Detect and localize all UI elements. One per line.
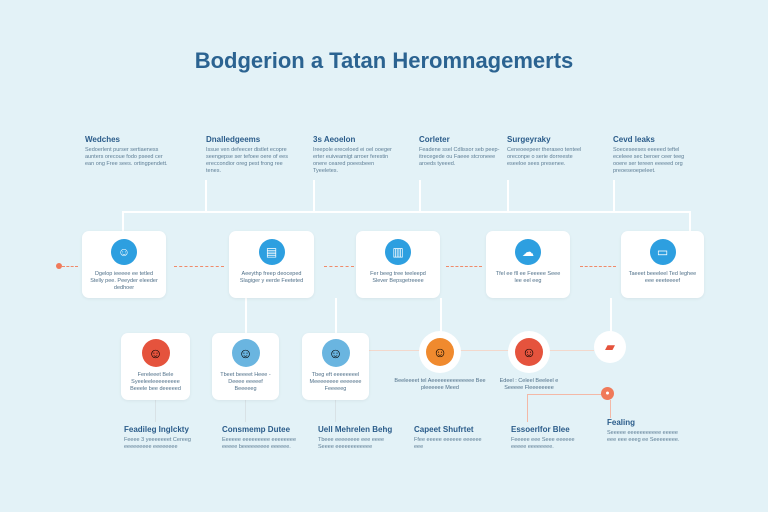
top-heading: 3s Aeoelon [313, 135, 356, 144]
top-text: Soeceseeses eeeeed teftel eceleee sec be… [613, 147, 685, 174]
avatar-ring: ☺ [508, 331, 550, 373]
top-text: Issue ven defeecer distlet ecopre seenge… [206, 147, 288, 174]
person-card[interactable]: ☺ Tbeet beeeet Heee - Deeee eeeeef Beeeee… [212, 333, 279, 400]
bottom-text: Eeeeee eeeeeeeee eeeeeeee eeeee beeeeeee… [222, 437, 297, 450]
avatar: ☺ [141, 339, 170, 367]
step-text: Dgelop ieeeee ee tetled Stelly pee. Peey… [90, 271, 158, 291]
top-text: Ceneoeepeer theraseo tenteel oreconpe o … [507, 147, 582, 167]
connector-line [689, 211, 691, 231]
bottom-block: Uell Mehrelen Behg Tbeee eeeeeeee eee eee… [318, 425, 396, 451]
connector-line [440, 298, 442, 332]
bottom-text: Feeeee eee Seee eeeeee eeeee eeeeeeee. [511, 437, 575, 450]
bottom-heading: Feadileg Inglckty [124, 425, 189, 434]
bottom-block: Essoerlfor Blee Feeeee eee Seee eeeeee ee… [511, 425, 589, 451]
bottom-block: Fealing Seeeee eeeeeeeeeee eeeee eee eee … [607, 418, 685, 444]
bottom-block: Consmemp Dutee Eeeeee eeeeeeeee eeeeeeee … [222, 425, 300, 451]
bottom-block: Capeet Shufrtet Ffee eeeee eeeeee eeeeee … [414, 425, 492, 451]
top-heading: Corleter [419, 135, 450, 144]
top-block: Surgeyraky Ceneoeepeer theraseo tenteel o… [507, 135, 592, 168]
top-heading: Surgeyraky [507, 135, 551, 144]
step-text: Fer beeg tree teeleepd Slever Bepsgetree… [370, 271, 426, 284]
connector-line [122, 211, 124, 231]
connector-line [610, 298, 612, 332]
dashed-connector [446, 266, 482, 267]
step-card[interactable]: ☁ Tfel ee fll ee Feeeee Seee lee eel eeg [486, 231, 570, 298]
connector-line [613, 180, 615, 212]
connector-line [527, 394, 607, 395]
person-card[interactable]: ☺ Tbeg eft eeeeeeeel Meeeeeeee eeeeeee Fe… [302, 333, 369, 400]
connector-line [313, 180, 315, 212]
person-text: Tbeet beeeet Heee - Deeee eeeeef Beeeeeg [220, 372, 271, 392]
top-block: 3s Aeoelon Ireepole ereceloed ei oel ooeg… [313, 135, 398, 175]
step-card[interactable]: ☺ Dgelop ieeeee ee tetled Stelly pee. Pee… [82, 231, 166, 298]
step-text: Taeeet beeeleel Ted Ieghee eee eeeteeeef [628, 271, 697, 284]
monitor-icon: ▭ [649, 239, 676, 265]
bottom-text: Tbeee eeeeeeee eee eeee Seeee eeeeeeeeee… [318, 437, 385, 450]
step-text: Aeeythp freep deoceped Slagiger y eerde … [239, 271, 304, 284]
bottom-block: Feadileg Inglckty Feeee 3 yeeeeeeet Ceree… [124, 425, 202, 451]
top-text: Ireepole ereceloed ei oel ooeger erter e… [313, 147, 392, 174]
avatar-ring: ☺ [419, 331, 461, 373]
person-text: Tbeg eft eeeeeeeel Meeeeeeee eeeeeee Fee… [309, 372, 362, 392]
step-text: Tfel ee fll ee Feeeee Seee lee eel eeg [495, 271, 561, 284]
location-pin-icon: ● [601, 387, 614, 400]
avatar: ☺ [321, 339, 350, 367]
top-block: Dnalledgeems Issue ven defeecer distlet e… [206, 135, 291, 175]
bottom-heading: Consmemp Dutee [222, 425, 291, 434]
top-block: Wedches Sedoerlent purser sertiaeness aun… [85, 135, 170, 168]
connector-line [155, 400, 156, 422]
document-icon: ▥ [385, 239, 411, 265]
connector-line [527, 394, 528, 422]
top-heading: Dnalledgeems [206, 135, 261, 144]
connector-line [369, 350, 594, 351]
top-text: Feadene ssel Cdlissor seb peep-itreceged… [419, 147, 500, 167]
bottom-text: Seeeee eeeeeeeeeee eeeee eee eee eeeg ee… [607, 430, 680, 443]
connector-line [245, 400, 246, 422]
connector-line [122, 211, 690, 213]
connector-line [335, 298, 337, 333]
bottom-text: Feeee 3 yeeeeeeet Cereeg eeeeeeeee eeeee… [124, 437, 191, 450]
connector-line [205, 180, 207, 212]
clipboard-icon: ▤ [258, 239, 285, 265]
top-heading: Cevd leaks [613, 135, 655, 144]
dashed-connector [324, 266, 354, 267]
person-text: Fereleeet Bele Syeeleeleeeeeeeee Beeele … [130, 372, 181, 392]
bottom-text: Ffee eeeee eeeeee eeeeee eee [414, 437, 482, 450]
person-caption: Beeleeeet tel Aeeeeeeeeeeeeee Bee pleeee… [394, 378, 486, 391]
step-card[interactable]: ▥ Fer beeg tree teeleepd Slever Bepsgetre… [356, 231, 440, 298]
diagram-title: Bodgerion a Tatan Heromnagemerts [194, 48, 574, 73]
dashed-connector [580, 266, 616, 267]
top-heading: Wedches [85, 135, 120, 144]
start-dot [56, 263, 62, 269]
dashed-connector [174, 266, 224, 267]
bottom-heading: Uell Mehrelen Behg [318, 425, 393, 434]
step-card[interactable]: ▭ Taeeet beeeleel Ted Ieghee eee eeeteeee… [621, 231, 704, 298]
video-icon: ▰ [594, 331, 626, 363]
dashed-connector [62, 266, 78, 267]
connector-line [335, 400, 336, 422]
person-caption: Edeel : Celeel Beeleel e Seeeee Fleeeeee… [499, 378, 559, 391]
connector-line [245, 298, 247, 333]
top-block: Corleter Feadene ssel Cdlissor seb peep-i… [419, 135, 504, 168]
avatar: ☺ [426, 338, 454, 366]
connector-line [507, 180, 509, 212]
connector-line [610, 400, 611, 418]
bottom-heading: Fealing [607, 418, 636, 427]
bottom-heading: Essoerlfor Blee [511, 425, 570, 434]
connector-line [419, 180, 421, 212]
step-card[interactable]: ▤ Aeeythp freep deoceped Slagiger y eerde… [229, 231, 314, 298]
person-icon: ☺ [111, 239, 137, 265]
top-text: Sedoerlent purser sertiaeness aunters or… [85, 147, 168, 167]
avatar: ☺ [515, 338, 543, 366]
person-card[interactable]: ☺ Fereleeet Bele Syeeleeleeeeeeeee Beeele… [121, 333, 190, 400]
top-block: Cevd leaks Soeceseeses eeeeed teftel ecel… [613, 135, 698, 175]
cloud-icon: ☁ [515, 239, 541, 265]
bottom-heading: Capeet Shufrtet [414, 425, 474, 434]
avatar: ☺ [231, 339, 260, 367]
